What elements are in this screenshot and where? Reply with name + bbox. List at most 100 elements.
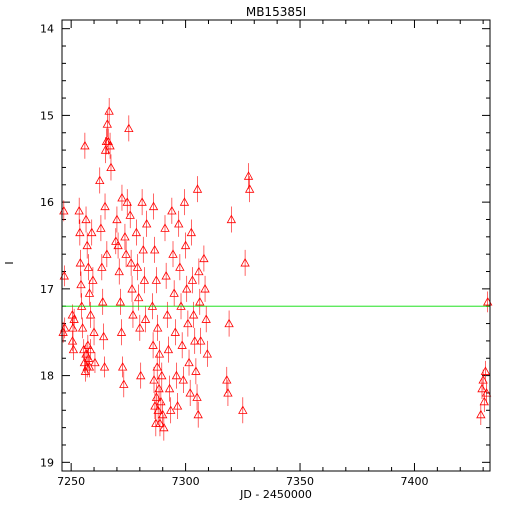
data-point: [150, 401, 160, 410]
data-point: [142, 218, 152, 228]
data-point: [175, 262, 185, 271]
data-point: [83, 353, 94, 362]
y-tick-label: 14: [40, 23, 54, 36]
data-point: [156, 396, 166, 406]
error-bars: [62, 98, 489, 441]
data-point: [176, 301, 186, 310]
data-point: [126, 258, 136, 267]
data-point: [158, 409, 168, 419]
data-point: [167, 205, 177, 215]
data-point: [106, 162, 116, 172]
x-tick-label: 7300: [172, 475, 200, 488]
data-point: [95, 175, 105, 185]
data-point: [127, 284, 137, 293]
data-point: [238, 405, 248, 414]
data-point: [161, 271, 171, 280]
data-point: [150, 245, 160, 254]
data-point: [77, 301, 87, 310]
data-point: [60, 323, 70, 332]
y-tick-label: 17: [40, 283, 54, 296]
y-axis-label: I: [3, 261, 16, 264]
data-point: [169, 288, 179, 297]
data-point: [83, 262, 94, 271]
data-point: [90, 357, 100, 367]
data-point: [124, 123, 134, 133]
data-point: [122, 197, 132, 206]
data-point: [98, 331, 109, 341]
data-point: [174, 218, 184, 228]
data-point: [171, 370, 182, 380]
data-point: [105, 140, 115, 150]
data-point: [155, 418, 165, 427]
data-point: [96, 223, 106, 232]
data-point: [85, 310, 96, 319]
data-point: [117, 362, 128, 371]
data-point: [177, 340, 187, 349]
data-point: [116, 327, 127, 336]
data-point: [187, 275, 198, 284]
data-point: [168, 249, 178, 258]
data-point: [117, 192, 127, 202]
data-point: [194, 266, 204, 276]
data-point: [163, 344, 174, 354]
data-point: [138, 245, 148, 254]
data-point: [133, 292, 144, 302]
data-point: [85, 344, 96, 354]
data-point: [69, 314, 79, 323]
data-point: [154, 383, 164, 393]
data-point: [82, 240, 92, 250]
data-point: [182, 284, 192, 293]
data-point: [240, 258, 250, 267]
x-tick-label: 7350: [286, 475, 314, 488]
data-point: [75, 258, 85, 267]
data-point: [153, 405, 163, 414]
data-point: [80, 140, 90, 150]
data-point: [75, 227, 85, 237]
data-point: [192, 392, 202, 401]
data-point: [148, 201, 159, 211]
data-point: [80, 366, 91, 375]
data-point: [152, 323, 163, 332]
data-point: [112, 214, 122, 224]
data-point: [179, 197, 190, 206]
data-point: [140, 314, 151, 323]
data-point: [184, 357, 194, 367]
data-point: [98, 297, 108, 306]
data-point: [178, 375, 188, 384]
data-point: [132, 262, 143, 271]
data-point: [193, 409, 203, 419]
y-tick-label: 16: [40, 196, 54, 209]
x-tick-label: 7400: [400, 475, 428, 488]
data-point: [186, 227, 196, 237]
data-point: [183, 318, 193, 328]
data-point: [188, 310, 199, 319]
data-point: [157, 370, 167, 380]
data-point: [164, 383, 175, 393]
data-point: [137, 197, 147, 206]
data-point: [222, 375, 232, 384]
data-point: [191, 366, 201, 375]
data-point: [201, 314, 211, 323]
data-point: [160, 223, 170, 232]
data-point: [76, 279, 86, 289]
data-point: [88, 275, 98, 284]
data-point: [84, 362, 95, 371]
data-point: [199, 253, 209, 263]
axis-ticks: 7250 7300 7350 7400 14 15 16 17 18 19: [40, 20, 490, 488]
data-point: [185, 388, 195, 397]
data-point: [84, 288, 95, 297]
data-point: [89, 327, 99, 336]
data-point: [104, 106, 114, 115]
x-axis-label: JD - 2450000: [239, 488, 312, 501]
data-point: [100, 201, 110, 211]
data-point: [244, 184, 255, 193]
y-tick-label: 18: [40, 370, 54, 383]
data-point: [159, 422, 169, 432]
data-point: [102, 249, 112, 258]
x-tick-label: 7250: [57, 475, 85, 488]
data-point: [83, 340, 93, 349]
data-point: [135, 323, 145, 332]
data-point: [58, 327, 68, 336]
data-point: [87, 227, 97, 237]
